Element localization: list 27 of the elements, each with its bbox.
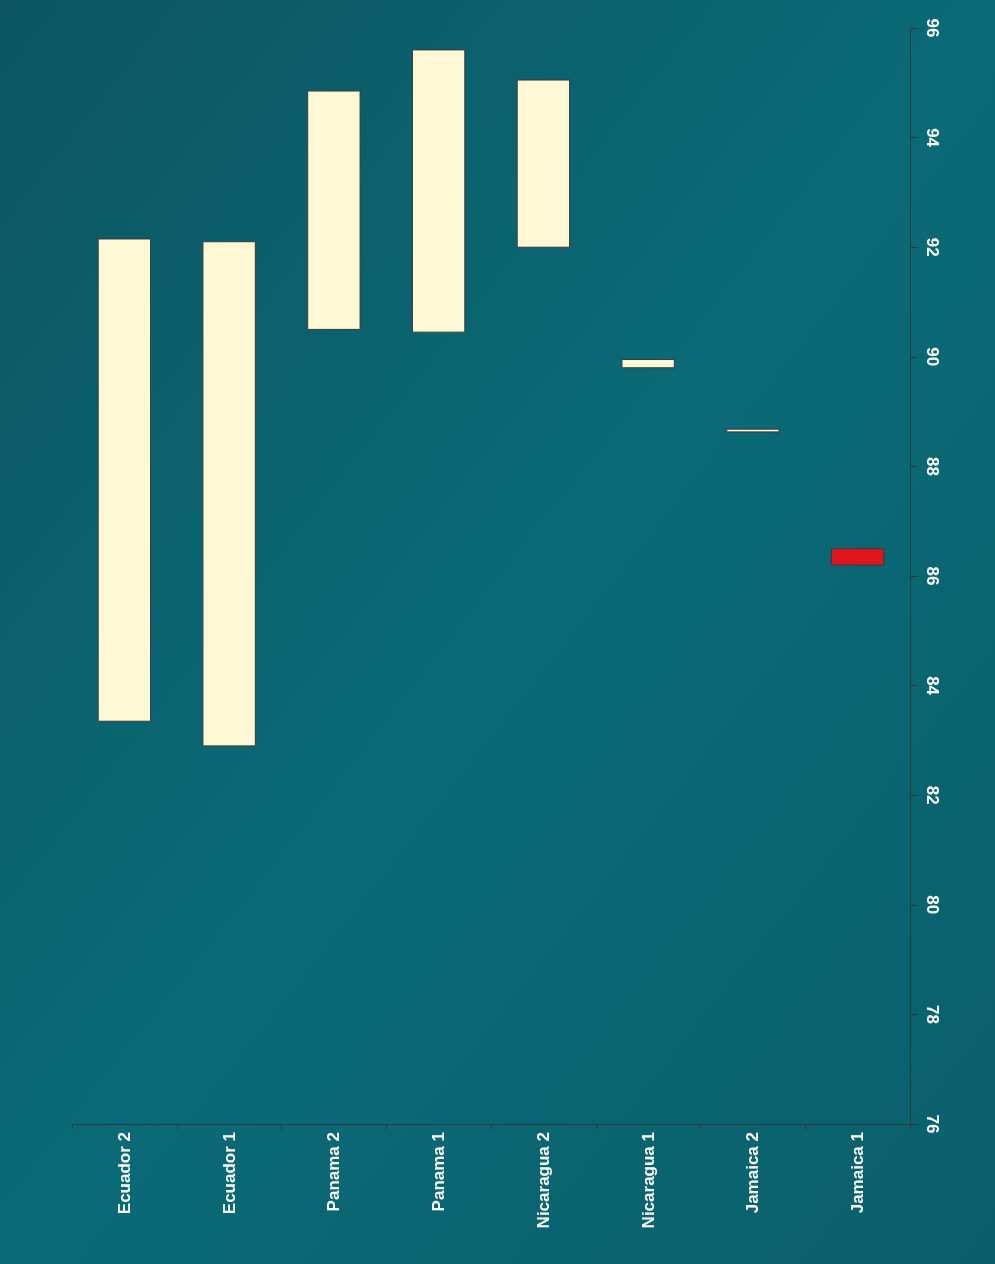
- x-tick-label: Panama 2: [324, 1132, 344, 1212]
- bar: [726, 428, 780, 433]
- x-tick-label: Ecuador 1: [219, 1132, 239, 1215]
- bar: [202, 241, 256, 747]
- bar: [411, 49, 466, 333]
- y-tick-label: 80: [923, 895, 942, 915]
- y-tick-label: 76: [923, 1114, 942, 1134]
- y-tick-label: 94: [923, 128, 942, 148]
- x-tick-label: Panama 1: [429, 1132, 449, 1212]
- x-tick-label: Jamaica 2: [743, 1132, 763, 1214]
- x-tick-label: Nicaragua 1: [638, 1132, 658, 1229]
- y-tick-label: 78: [923, 1004, 942, 1024]
- x-tick-label: Jamaica 1: [848, 1132, 868, 1214]
- bar: [830, 548, 885, 566]
- y-tick-label: 82: [923, 785, 942, 805]
- bar: [621, 359, 675, 369]
- y-tick-label: 96: [923, 18, 942, 38]
- bar: [516, 79, 571, 248]
- y-tick-label: 86: [923, 566, 942, 586]
- y-tick-label: 90: [923, 347, 942, 367]
- bar: [307, 90, 361, 330]
- x-tick-label: Nicaragua 2: [533, 1132, 553, 1229]
- y-tick-label: 84: [923, 676, 942, 696]
- y-tick-label: 88: [923, 456, 942, 476]
- y-tick-label: 92: [923, 237, 942, 257]
- bar: [97, 238, 152, 722]
- x-tick-label: Ecuador 2: [114, 1132, 134, 1215]
